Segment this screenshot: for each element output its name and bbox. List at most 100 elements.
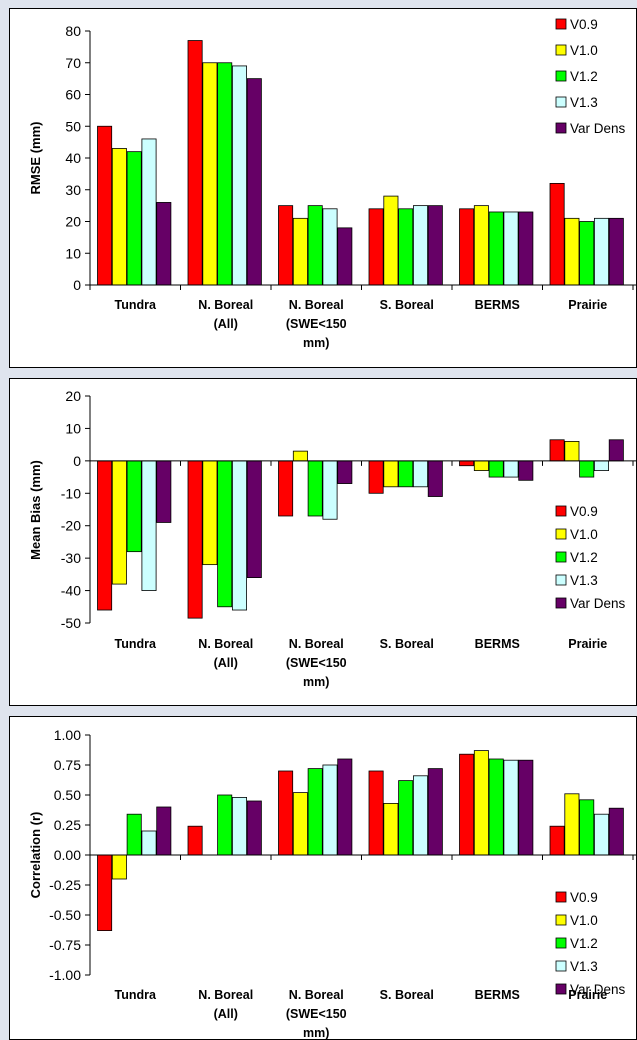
- bar: [368, 770, 384, 856]
- bar: [473, 460, 489, 471]
- bar: [307, 768, 323, 856]
- bar: [427, 460, 443, 497]
- legend-swatch: [555, 937, 567, 949]
- legend-label: V1.2: [570, 69, 598, 84]
- y-tick-label: 40: [65, 150, 81, 166]
- y-axis-label: Correlation (r): [28, 812, 43, 899]
- bar: [337, 227, 353, 286]
- y-axis-label: Mean Bias (mm): [28, 460, 43, 560]
- bar: [156, 806, 172, 856]
- category-label: N. Boreal: [289, 637, 344, 651]
- bar: [579, 799, 595, 856]
- category-label: (All): [214, 317, 238, 331]
- bar: [412, 460, 428, 488]
- bar: [488, 758, 504, 856]
- legend-label: V1.3: [570, 573, 598, 588]
- category-label: S. Boreal: [380, 988, 434, 1002]
- category-label: N. Boreal: [198, 988, 253, 1002]
- bar: [156, 202, 172, 286]
- bar: [412, 205, 428, 286]
- bar: [427, 205, 443, 286]
- category-label: mm): [303, 1026, 329, 1039]
- bar: [202, 460, 218, 566]
- bar: [187, 825, 203, 856]
- bar: [488, 460, 504, 478]
- legend-swatch: [555, 18, 567, 30]
- bar: [518, 759, 534, 856]
- bar: [231, 797, 247, 856]
- category-label: BERMS: [475, 637, 520, 651]
- y-tick-label: 0: [73, 277, 81, 293]
- bar: [322, 764, 338, 856]
- category-label: N. Boreal: [289, 298, 344, 312]
- bar: [126, 151, 142, 286]
- bar: [608, 807, 624, 856]
- bar: [383, 460, 399, 488]
- bar: [459, 753, 475, 856]
- bar: [549, 825, 565, 856]
- bar: [141, 138, 157, 286]
- bar: [503, 460, 519, 478]
- correlation-chart: Correlation (r) -1.00 -0.75 -0.50 -0.25 0.00 0…: [28, 727, 636, 1039]
- category-label: S. Boreal: [380, 298, 434, 312]
- bar: [292, 217, 308, 286]
- y-tick-label: 10: [65, 245, 81, 261]
- y-tick-label: -10: [61, 485, 81, 501]
- bar: [459, 460, 475, 467]
- legend-label: Var Dens: [570, 982, 626, 997]
- category-label: Tundra: [115, 637, 157, 651]
- rmse-chart: RMSE (mm) 0 10 20 30 40 50 60 70 80 Tundra N. Borea…: [28, 17, 636, 350]
- bar: [368, 208, 384, 286]
- bar: [292, 450, 308, 462]
- category-label: N. Boreal: [198, 298, 253, 312]
- y-tick-label: 60: [65, 87, 81, 103]
- y-axis-label: RMSE (mm): [28, 122, 43, 195]
- bar: [307, 205, 323, 286]
- bar: [156, 460, 172, 523]
- legend-label: Var Dens: [570, 596, 626, 611]
- bar: [126, 813, 142, 856]
- y-tick-label: 20: [65, 214, 81, 230]
- bar: [322, 460, 338, 520]
- y-tick-label: -0.75: [49, 937, 81, 953]
- category-label: mm): [303, 675, 329, 689]
- bar: [473, 205, 489, 286]
- bar: [278, 205, 294, 286]
- category-label: BERMS: [475, 298, 520, 312]
- legend-swatch: [555, 122, 567, 134]
- bar: [217, 62, 233, 286]
- bar: [459, 208, 475, 286]
- category-label: BERMS: [475, 988, 520, 1002]
- y-tick-label: -1.00: [49, 967, 81, 983]
- legend-swatch: [555, 505, 567, 517]
- bar: [246, 800, 262, 856]
- category-label: N. Boreal: [198, 637, 253, 651]
- bar: [398, 780, 414, 856]
- bar: [549, 182, 565, 286]
- bar: [579, 460, 595, 478]
- bar: [217, 794, 233, 856]
- category-label: (SWE<150: [286, 656, 347, 670]
- bar: [337, 460, 353, 484]
- category-label: (SWE<150: [286, 317, 347, 331]
- bar: [97, 460, 113, 611]
- legend-label: Var Dens: [570, 121, 626, 136]
- bar: [383, 195, 399, 286]
- category-label: (All): [214, 1007, 238, 1021]
- bar: [549, 439, 565, 462]
- bar: [187, 460, 203, 619]
- y-tick-label: 30: [65, 182, 81, 198]
- y-tick-label: 0: [73, 453, 81, 469]
- legend-label: V1.0: [570, 43, 598, 58]
- bar: [503, 211, 519, 286]
- legend-swatch: [555, 574, 567, 586]
- bar: [608, 217, 624, 286]
- category-label: Prairie: [568, 637, 607, 651]
- bar: [246, 78, 262, 286]
- y-tick-label: -50: [61, 615, 81, 631]
- y-tick-label: 70: [65, 55, 81, 71]
- bar: [246, 460, 262, 578]
- bar: [594, 460, 610, 471]
- legend-label: V1.0: [570, 913, 598, 928]
- legend-swatch: [555, 891, 567, 903]
